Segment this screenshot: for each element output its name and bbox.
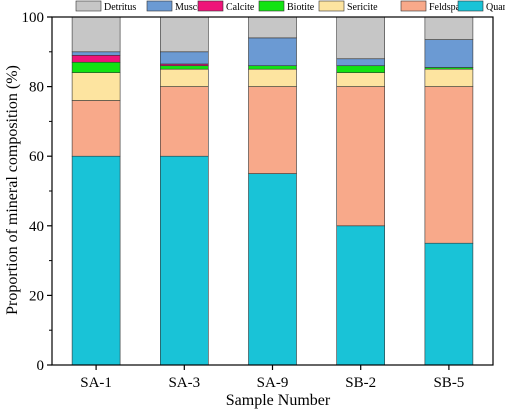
bar-segment-detritus-sa-3 [160,16,209,53]
bar-segment-quartz-sb-5 [424,242,474,366]
legend-label-biotite: Biotite [287,2,315,13]
bar-segment-detritus-sb-5 [424,16,474,40]
legend-swatch-feldspar [400,0,427,12]
y-tick-label: 100 [22,10,45,26]
x-tick-label-sa-1: SA-1 [80,375,112,391]
legend-label-sericite: Sericite [347,2,378,13]
bar-segment-muscovite-sb-5 [424,39,474,68]
bar-segment-muscovite-sb-2 [336,58,386,67]
bar-segment-biotite-sa-9 [248,65,297,70]
x-tick-label-sb-2: SB-2 [345,375,376,391]
legend-label-muscovite: Muscovite [175,2,218,13]
legend-label-detritus: Detritus [104,2,136,13]
y-tick-label: 80 [29,80,44,96]
bar-segment-quartz-sa-9 [248,173,297,366]
x-tick-label-sb-5: SB-5 [433,375,464,391]
legend-swatch-biotite [258,0,285,12]
legend: Detritus Muscovite Calcite Biotite Sericite F… [75,0,505,13]
axes-layer: 0 20 40 60 80 100 SA-1 SA-3 SA-9 SB-2 SB-5 [22,10,494,391]
bar-segment-quartz-sa-3 [160,155,209,366]
legend-label-calcite: Calcite [226,2,255,13]
bar-segment-biotite-sb-2 [336,65,386,73]
x-tick-label-sa-9: SA-9 [257,375,289,391]
bar-segment-biotite-sa-3 [160,65,209,70]
y-tick-label: 0 [37,358,45,374]
bar-segment-feldspar-sa-9 [248,86,297,174]
bar-segment-feldspar-sb-2 [336,86,386,227]
bar-segment-detritus-sa-9 [248,16,297,39]
y-tick-label: 20 [29,288,44,304]
y-tick-label: 40 [29,219,44,235]
bar-segment-sericite-sa-9 [248,68,297,87]
bar-segment-muscovite-sa-1 [71,51,121,56]
legend-swatch-detritus [75,0,102,12]
bar-segment-detritus-sa-1 [71,16,121,53]
y-tick-label: 60 [29,149,44,165]
legend-label-feldspar: Feldspar [429,2,464,13]
bar-segment-detritus-sb-2 [336,16,386,60]
bar-segment-quartz-sb-2 [336,225,386,366]
bar-segment-sericite-sa-3 [160,68,209,87]
y-axis-title: Proportion of mineral composition (%) [4,65,21,315]
legend-swatch-muscovite [146,0,173,12]
bar-segment-biotite-sa-1 [71,61,121,73]
bar-segment-sericite-sb-2 [336,72,386,87]
bar-segment-sericite-sb-5 [424,68,474,87]
bar-segment-muscovite-sa-9 [248,37,297,67]
legend-swatch-sericite [318,0,345,12]
legend-swatch-quartz [457,0,484,12]
x-axis-title: Sample Number [226,392,331,409]
legend-swatch-calcite [197,0,224,12]
bar-segment-sericite-sa-1 [71,72,121,101]
legend-label-quartz: Quartz [486,2,505,13]
bar-segment-calcite-sa-1 [71,54,121,63]
bar-segment-quartz-sa-1 [71,155,121,366]
x-tick-label-sa-3: SA-3 [168,375,200,391]
bar-segment-feldspar-sa-1 [71,100,121,157]
bar-layer [71,16,474,366]
bar-segment-feldspar-sa-3 [160,86,209,157]
bar-segment-muscovite-sa-3 [160,51,209,65]
bar-segment-feldspar-sb-5 [424,86,474,244]
